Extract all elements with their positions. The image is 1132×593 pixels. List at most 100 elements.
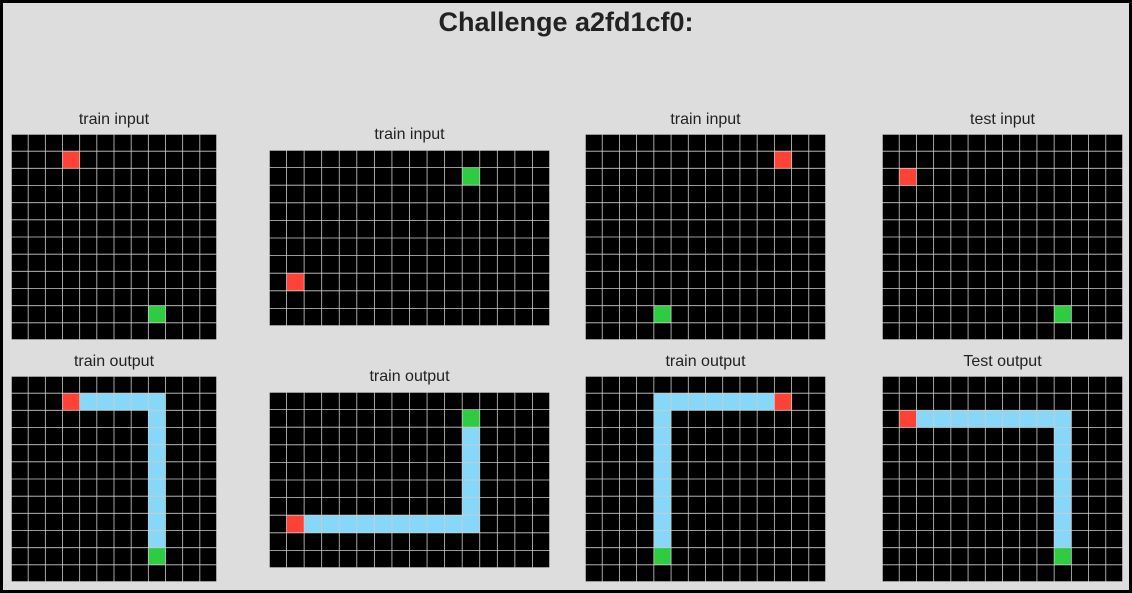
- path-cell: [1054, 427, 1072, 445]
- path-cell: [148, 496, 166, 514]
- path-cell: [148, 513, 166, 531]
- grid-train-input-1: [11, 134, 217, 340]
- panel-label: train output: [369, 368, 450, 385]
- path-cell: [427, 515, 445, 533]
- path-cell: [739, 393, 758, 411]
- green-cell: [653, 547, 672, 565]
- path-cell: [757, 393, 775, 411]
- panel-label: train output: [73, 353, 155, 370]
- green-cell: [1054, 305, 1072, 323]
- path-cell: [653, 513, 672, 531]
- path-cell: [131, 393, 149, 411]
- path-cell: [462, 497, 480, 516]
- grid-train-output-1: [11, 376, 217, 582]
- path-cell: [462, 480, 480, 498]
- gridlines: [882, 376, 1123, 582]
- green-cell: [462, 409, 480, 428]
- red-cell: [62, 393, 80, 411]
- grid-test-input: [882, 134, 1123, 340]
- path-cell: [722, 393, 740, 411]
- red-cell: [62, 151, 80, 169]
- green-cell: [1054, 547, 1072, 565]
- path-cell: [1054, 530, 1072, 548]
- panel-label: train input: [670, 111, 741, 128]
- green-cell: [148, 305, 166, 323]
- red-cell: [774, 393, 792, 411]
- page-title: Challenge a2fd1cf0:: [438, 7, 694, 37]
- path-cell: [933, 410, 951, 428]
- red-cell: [774, 151, 792, 169]
- red-cell: [899, 410, 917, 428]
- path-cell: [688, 393, 706, 411]
- path-cell: [671, 393, 689, 411]
- path-cell: [462, 515, 480, 533]
- gridlines: [11, 134, 217, 340]
- path-cell: [148, 479, 166, 497]
- path-cell: [653, 410, 672, 428]
- path-cell: [96, 393, 114, 411]
- path-cell: [409, 515, 428, 533]
- red-cell: [286, 515, 305, 533]
- red-cell: [899, 168, 917, 186]
- path-cell: [653, 461, 672, 479]
- path-cell: [462, 427, 480, 445]
- gridlines: [882, 134, 1123, 340]
- path-cell: [1054, 461, 1072, 479]
- path-cell: [950, 410, 969, 428]
- path-cell: [653, 427, 672, 445]
- path-cell: [462, 462, 480, 480]
- path-cell: [985, 410, 1003, 428]
- path-cell: [148, 461, 166, 479]
- path-cell: [705, 393, 723, 411]
- path-cell: [148, 427, 166, 445]
- panel-label: train output: [665, 353, 746, 370]
- path-cell: [653, 444, 672, 462]
- figure-frame: Challenge a2fd1cf0: train input train in…: [3, 3, 1129, 590]
- path-cell: [391, 515, 410, 533]
- path-cell: [1002, 410, 1020, 428]
- grid-train-input-3: [585, 134, 826, 340]
- path-cell: [79, 393, 97, 411]
- path-cell: [1054, 479, 1072, 497]
- path-cell: [356, 515, 375, 533]
- gridlines: [585, 134, 826, 340]
- path-cell: [1054, 513, 1072, 531]
- path-cell: [916, 410, 934, 428]
- path-cell: [148, 393, 166, 411]
- path-cell: [653, 479, 672, 497]
- path-cell: [462, 444, 480, 463]
- grid-train-input-2: [269, 150, 550, 326]
- path-cell: [653, 496, 672, 514]
- path-cell: [653, 530, 672, 548]
- path-cell: [653, 393, 672, 411]
- green-cell: [462, 167, 480, 186]
- panel-label: train input: [374, 126, 445, 143]
- panel-label: test input: [970, 111, 1035, 128]
- path-cell: [968, 410, 986, 428]
- path-cell: [304, 515, 322, 533]
- path-cell: [148, 530, 166, 548]
- path-cell: [1019, 410, 1037, 428]
- path-cell: [114, 393, 132, 411]
- gridlines: [269, 392, 550, 568]
- path-cell: [148, 444, 166, 462]
- panel-label: Test output: [963, 353, 1042, 370]
- panel-label: train input: [78, 111, 150, 128]
- path-cell: [1054, 444, 1072, 462]
- path-cell: [321, 515, 340, 533]
- path-cell: [374, 515, 392, 533]
- green-cell: [653, 305, 672, 323]
- red-cell: [286, 273, 305, 291]
- path-cell: [1054, 410, 1072, 428]
- path-cell: [1054, 496, 1072, 514]
- path-cell: [339, 515, 357, 533]
- grid-train-output-2: [269, 392, 550, 568]
- gridlines: [269, 150, 550, 326]
- gridlines: [585, 376, 826, 582]
- gridlines: [11, 376, 217, 582]
- path-cell: [1036, 410, 1055, 428]
- green-cell: [148, 547, 166, 565]
- path-cell: [444, 515, 463, 533]
- path-cell: [148, 410, 166, 428]
- grid-train-output-3: [585, 376, 826, 582]
